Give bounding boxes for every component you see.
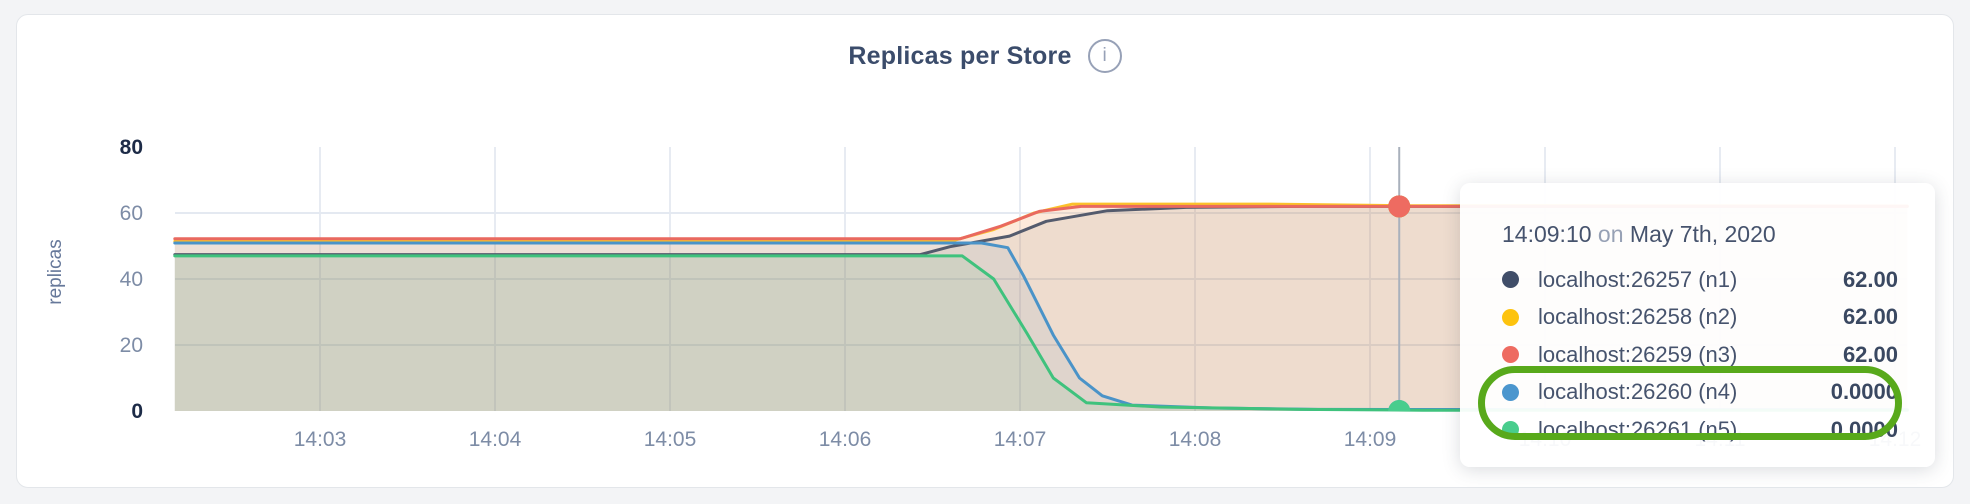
tooltip-row-n1: localhost:26257 (n1) 62.00 (1502, 261, 1898, 299)
series-lines (173, 202, 1909, 412)
series-dot-icon (1502, 308, 1519, 326)
series-value: 62.00 (1842, 304, 1898, 330)
series-dot-icon (1502, 271, 1519, 289)
series-label: localhost:26260 (n4) (1538, 379, 1738, 405)
info-icon[interactable]: i (1087, 39, 1122, 73)
svg-text:14:03: 14:03 (294, 428, 347, 451)
tooltip-conjunction: on (1597, 221, 1624, 247)
chart-tooltip: 14:09:10 on May 7th, 2020 localhost:2625… (1460, 183, 1935, 467)
tooltip-row-n5: localhost:26261 (n5) 0.0000 (1502, 411, 1898, 449)
series-dot-icon (1502, 421, 1519, 439)
series-label: localhost:26258 (n2) (1538, 304, 1738, 330)
y-axis-tick-labels: 0 20 40 60 80 (120, 136, 143, 423)
svg-text:14:04: 14:04 (469, 428, 522, 451)
svg-text:20: 20 (120, 334, 143, 357)
svg-text:14:07: 14:07 (994, 428, 1047, 451)
series-label: localhost:26257 (n1) (1538, 266, 1738, 292)
svg-text:14:09: 14:09 (1344, 428, 1397, 451)
svg-text:14:06: 14:06 (819, 428, 872, 451)
series-value: 0.0000 (1830, 416, 1898, 442)
tooltip-time: 14:09:10 (1502, 221, 1592, 247)
hover-dots (1388, 195, 1411, 411)
svg-text:60: 60 (120, 202, 143, 225)
series-label: localhost:26261 (n5) (1538, 416, 1738, 442)
series-label: localhost:26259 (n3) (1538, 341, 1738, 367)
chart-title: Replicas per Store (848, 41, 1072, 70)
svg-text:0: 0 (131, 400, 143, 423)
series-dot-icon (1502, 346, 1519, 364)
svg-text:14:08: 14:08 (1169, 428, 1222, 451)
svg-text:40: 40 (120, 268, 143, 291)
svg-text:80: 80 (120, 136, 143, 159)
tooltip-timestamp: 14:09:10 on May 7th, 2020 (1502, 221, 1898, 249)
series-dot-icon (1502, 383, 1519, 401)
tooltip-row-n3: localhost:26259 (n3) 62.00 (1502, 336, 1898, 374)
series-value: 62.00 (1842, 266, 1898, 292)
tooltip-row-n2: localhost:26258 (n2) 62.00 (1502, 299, 1898, 337)
tooltip-row-n4: localhost:26260 (n4) 0.0000 (1502, 374, 1898, 412)
chart-header: Replicas per Store i (0, 36, 1970, 76)
tooltip-date: May 7th, 2020 (1629, 221, 1776, 247)
series-value: 0.0000 (1830, 379, 1898, 405)
series-value: 62.00 (1842, 341, 1898, 367)
svg-text:14:05: 14:05 (644, 428, 697, 451)
